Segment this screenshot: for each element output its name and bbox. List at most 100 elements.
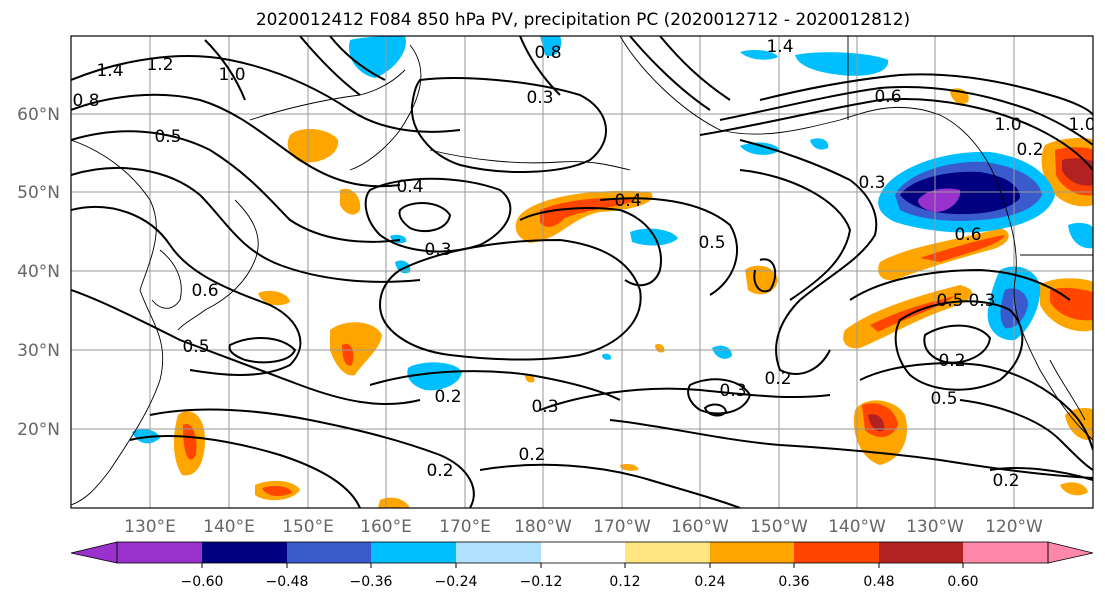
precip-patch	[810, 138, 829, 150]
contour-line	[410, 77, 607, 173]
precip-patch	[620, 463, 639, 471]
lat-label: 60°N	[17, 105, 60, 125]
contour-label: 0.2	[518, 445, 545, 465]
lon-label: 160°W	[671, 517, 729, 537]
contour-label: 0.8	[72, 91, 99, 111]
coastline-asia	[71, 139, 164, 506]
precip-patch	[287, 128, 339, 163]
precip-patch	[795, 52, 889, 76]
precip-patch	[262, 485, 292, 496]
lat-label: 50°N	[17, 183, 60, 203]
colorbar-bin	[879, 542, 964, 563]
coastline-okhotsk	[249, 69, 406, 121]
contour-line	[519, 36, 561, 96]
colorbar-tick-label: 0.60	[947, 574, 978, 590]
contour-line	[364, 177, 512, 253]
lon-label: 120°W	[985, 517, 1043, 537]
map-panel: 1.4 1.2 1.0 0.8 0.5 0.4 0.3 0.2 0.6 0.5 …	[70, 35, 1095, 509]
coastline-baja	[1049, 359, 1086, 421]
precip-patch	[407, 362, 462, 391]
contour-label: 0.5	[930, 389, 957, 409]
contour-line	[739, 169, 852, 301]
contour-line	[923, 324, 992, 364]
contour-line	[859, 362, 1093, 451]
contour-label: 1.0	[1068, 115, 1095, 135]
colorbar-tick-label: 0.36	[778, 574, 809, 590]
contour-label: 0.3	[858, 173, 885, 193]
contour-line	[609, 419, 1093, 479]
contour-line	[659, 36, 731, 101]
colorbar-bin	[202, 542, 287, 563]
precip-patch	[342, 343, 354, 366]
lon-label: 170°W	[593, 517, 651, 537]
lon-label: 130°E	[124, 517, 176, 537]
colorbar-tick-label: −0.48	[266, 574, 309, 590]
coastline-japan	[177, 199, 259, 331]
contour-line	[398, 202, 452, 233]
colorbar-bin	[371, 542, 456, 563]
colorbar-bin	[963, 542, 1048, 563]
contour-label: 0.6	[874, 87, 901, 107]
precip-patch	[745, 265, 778, 295]
contour-line	[228, 337, 297, 364]
contour-line	[703, 403, 728, 417]
contour-label: 0.6	[954, 225, 981, 245]
colorbar-tick-label: −0.12	[520, 574, 563, 590]
contour-label: 0.2	[434, 387, 461, 407]
precip-patch	[183, 424, 197, 460]
colorbar-bin	[541, 542, 626, 563]
contour-label: 0.5	[936, 291, 963, 311]
contour-line	[71, 55, 461, 133]
contour-line	[849, 268, 1071, 301]
precip-patch	[740, 49, 778, 60]
contour-line	[129, 435, 361, 508]
precip-patch	[540, 198, 635, 227]
contour-line	[539, 387, 831, 411]
contour-label: 0.3	[968, 291, 995, 311]
precip-patch	[340, 188, 361, 215]
contour-line	[149, 408, 475, 508]
colorbar-tick-label: −0.24	[435, 574, 478, 590]
lat-label: 40°N	[17, 262, 60, 282]
contour-label: 0.5	[182, 337, 209, 357]
longitude-labels: 130°E 140°E 150°E 160°E 170°E 180°W 170°…	[124, 517, 1043, 537]
lon-label: 170°E	[439, 517, 491, 537]
lon-label: 150°W	[750, 517, 808, 537]
colorbar-extend-low	[70, 541, 118, 564]
precip-patch	[920, 235, 1005, 262]
colorbar: −0.60 −0.48 −0.36 −0.24 −0.12 0.12 0.24 …	[70, 541, 1094, 590]
precip-patch	[712, 345, 732, 359]
precip-patch	[1062, 158, 1093, 186]
lon-label: 140°W	[828, 517, 886, 537]
coastline-korea	[151, 249, 182, 309]
colorbar-tick-label: 0.48	[863, 574, 894, 590]
precip-patch	[258, 290, 290, 306]
precip-patch	[1068, 222, 1093, 249]
contour-label: 1.0	[994, 115, 1021, 135]
lat-label: 30°N	[17, 341, 60, 361]
contour-line	[329, 36, 386, 81]
colorbar-tick-label: −0.36	[350, 574, 393, 590]
contour-label: 0.4	[614, 191, 641, 211]
contour-line	[71, 93, 401, 188]
colorbar-ticks	[201, 563, 964, 568]
contour-label: 0.8	[534, 43, 561, 63]
figure-title: 2020012412 F084 850 hPa PV, precipitatio…	[256, 10, 910, 30]
contour-label: 0.3	[719, 381, 746, 401]
pv-contours	[71, 36, 1093, 508]
colorbar-bin	[625, 542, 710, 563]
colorbar-tick-label: −0.60	[181, 574, 224, 590]
colorbar-bin	[117, 542, 202, 563]
contour-label: 0.2	[764, 369, 791, 389]
contour-line	[71, 166, 421, 283]
map-frame	[70, 35, 1094, 509]
colorbar-tick-label: 0.24	[694, 574, 725, 590]
contour-line	[299, 36, 361, 96]
contour-line	[699, 98, 1093, 171]
gridlines	[71, 36, 1093, 508]
colorbar-bin	[287, 542, 372, 563]
colorbar-bin	[710, 542, 795, 563]
precip-patch	[740, 142, 780, 155]
contour-line	[989, 467, 1093, 481]
